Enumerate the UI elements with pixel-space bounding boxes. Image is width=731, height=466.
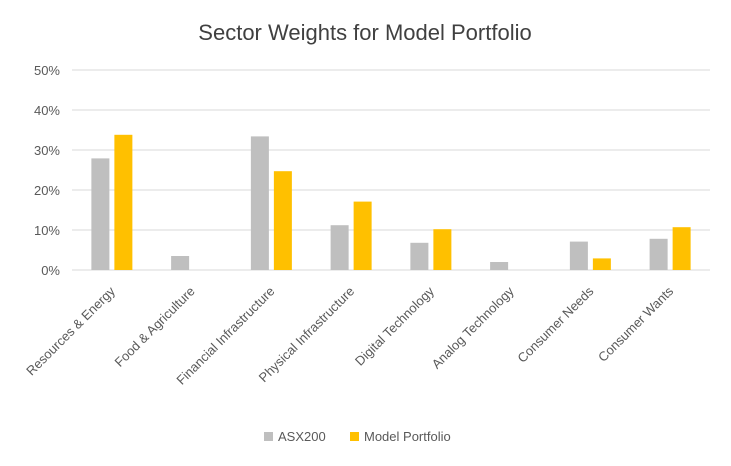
bar-model-portfolio — [592, 258, 611, 270]
bar-model-portfolio — [114, 134, 133, 270]
bar-asx200 — [649, 238, 668, 270]
y-tick-label: 40% — [34, 103, 60, 118]
x-category-label: Food & Agriculture — [112, 284, 198, 370]
legend-label: ASX200 — [278, 429, 326, 444]
bar-asx200 — [171, 256, 190, 270]
x-category-label: Digital Technology — [352, 283, 437, 368]
bar-model-portfolio — [353, 201, 372, 270]
y-axis-ticks: 0% 10% 20% 30% 40% 50% — [34, 63, 60, 278]
bar-asx200 — [490, 262, 509, 270]
bar-model-portfolio — [433, 229, 452, 270]
y-tick-label: 50% — [34, 63, 60, 78]
y-tick-label: 20% — [34, 183, 60, 198]
x-category-label: Consumer Wants — [595, 283, 677, 365]
bar-asx200 — [410, 242, 429, 270]
bars — [91, 134, 691, 270]
legend-swatch — [264, 432, 273, 441]
chart-title: Sector Weights for Model Portfolio — [198, 20, 531, 45]
gridlines — [72, 69, 710, 271]
legend-label: Model Portfolio — [364, 429, 451, 444]
y-tick-label: 10% — [34, 223, 60, 238]
y-tick-label: 30% — [34, 143, 60, 158]
x-category-label: Resources & Energy — [23, 283, 118, 378]
bar-asx200 — [569, 241, 588, 270]
bar-asx200 — [250, 136, 269, 270]
legend-swatch — [350, 432, 359, 441]
bar-model-portfolio — [672, 227, 691, 270]
x-category-label: Consumer Needs — [514, 283, 596, 365]
bar-asx200 — [91, 158, 110, 270]
legend: ASX200 Model Portfolio — [264, 429, 451, 444]
bar-model-portfolio — [273, 171, 292, 270]
y-tick-label: 0% — [41, 263, 60, 278]
bar-asx200 — [330, 225, 349, 270]
x-category-label: Analog Technology — [429, 283, 517, 371]
